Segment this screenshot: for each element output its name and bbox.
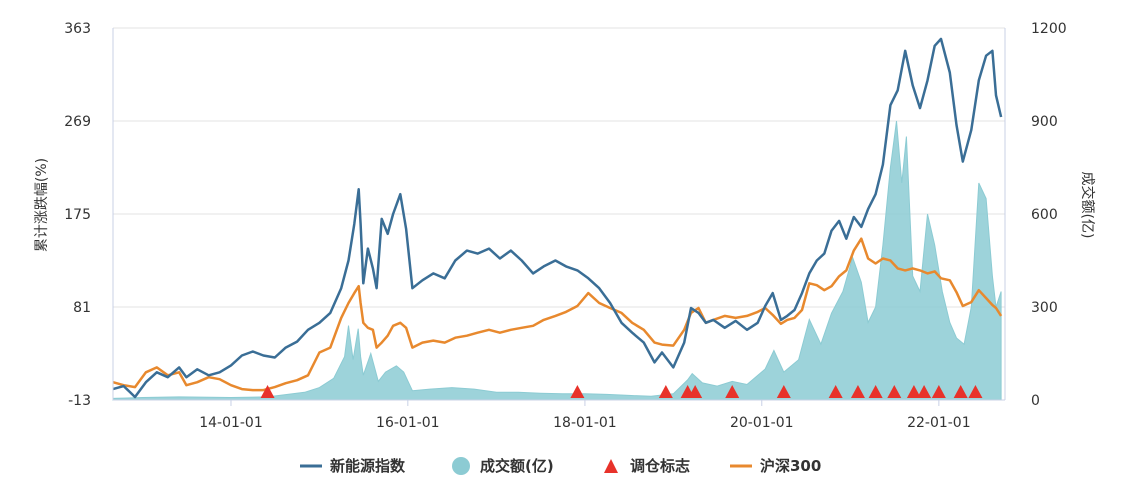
- rebalance-marker: [953, 385, 968, 398]
- rebalance-marker: [887, 385, 902, 398]
- y-axis-right-title: 成交额(亿): [1079, 172, 1096, 239]
- y-tick-label-left: 81: [73, 300, 91, 316]
- legend-triangle-icon: [604, 459, 618, 473]
- series-lines-layer: [112, 37, 1003, 399]
- legend-label: 调仓标志: [630, 457, 690, 475]
- rebalance-marker: [776, 385, 791, 398]
- rebalance-marker: [968, 385, 983, 398]
- rebalance-marker: [850, 385, 865, 398]
- rebalance-marker: [931, 385, 946, 398]
- rebalance-marker: [260, 385, 275, 398]
- y-tick-label-right: 600: [1031, 207, 1058, 223]
- x-tick-label: 18-01-01: [553, 415, 617, 431]
- rebalance-marker: [868, 385, 883, 398]
- grid-lines: [113, 27, 1005, 308]
- y-tick-label-right: 900: [1031, 114, 1058, 130]
- rebalance-marker: [917, 385, 932, 398]
- rebalance-marker: [658, 385, 673, 398]
- legend: 新能源指数 成交额(亿) 调仓标志 沪深300: [300, 457, 821, 475]
- legend-item-new_energy[interactable]: 新能源指数: [300, 457, 406, 475]
- rebalance-marker: [906, 385, 921, 398]
- y-axis-left-title: 累计涨跌幅(%): [34, 158, 50, 252]
- x-tick-label: 16-01-01: [376, 415, 440, 431]
- y-tick-label-right: 1200: [1031, 21, 1067, 37]
- legend-item-turnover[interactable]: 成交额(亿): [452, 457, 554, 475]
- series-turnover-area: [112, 120, 1002, 401]
- legend-item-hs300[interactable]: 沪深300: [730, 457, 821, 475]
- y-tick-label-right: 0: [1031, 393, 1040, 409]
- x-tick-label: 14-01-01: [199, 415, 263, 431]
- y-tick-label-left: 269: [64, 114, 91, 130]
- y-tick-label-left: 363: [64, 21, 91, 37]
- axes: -13 81 175 269 363 0 300 600 900 1200 14-01-01 16-0…: [64, 21, 1066, 431]
- rebalance-marker: [688, 385, 703, 398]
- rebalance-markers-layer: [260, 385, 983, 398]
- legend-label: 新能源指数: [330, 457, 406, 475]
- y-tick-label-right: 300: [1031, 300, 1058, 316]
- series-new-energy-line: [112, 37, 1003, 399]
- turnover-area-layer: [112, 120, 1002, 401]
- legend-label: 成交额(亿): [480, 457, 554, 475]
- y-tick-label-left: -13: [68, 393, 91, 409]
- legend-label: 沪深300: [760, 457, 821, 475]
- series-hs300-line: [112, 237, 1003, 392]
- x-tick-label: 20-01-01: [730, 415, 794, 431]
- y-tick-label-left: 175: [64, 207, 91, 223]
- rebalance-marker: [570, 385, 585, 398]
- rebalance-marker: [828, 385, 843, 398]
- x-tick-label: 22-01-01: [907, 415, 971, 431]
- legend-item-rebalance[interactable]: 调仓标志: [604, 457, 690, 475]
- legend-circle-icon: [452, 457, 470, 475]
- rebalance-marker: [725, 385, 740, 398]
